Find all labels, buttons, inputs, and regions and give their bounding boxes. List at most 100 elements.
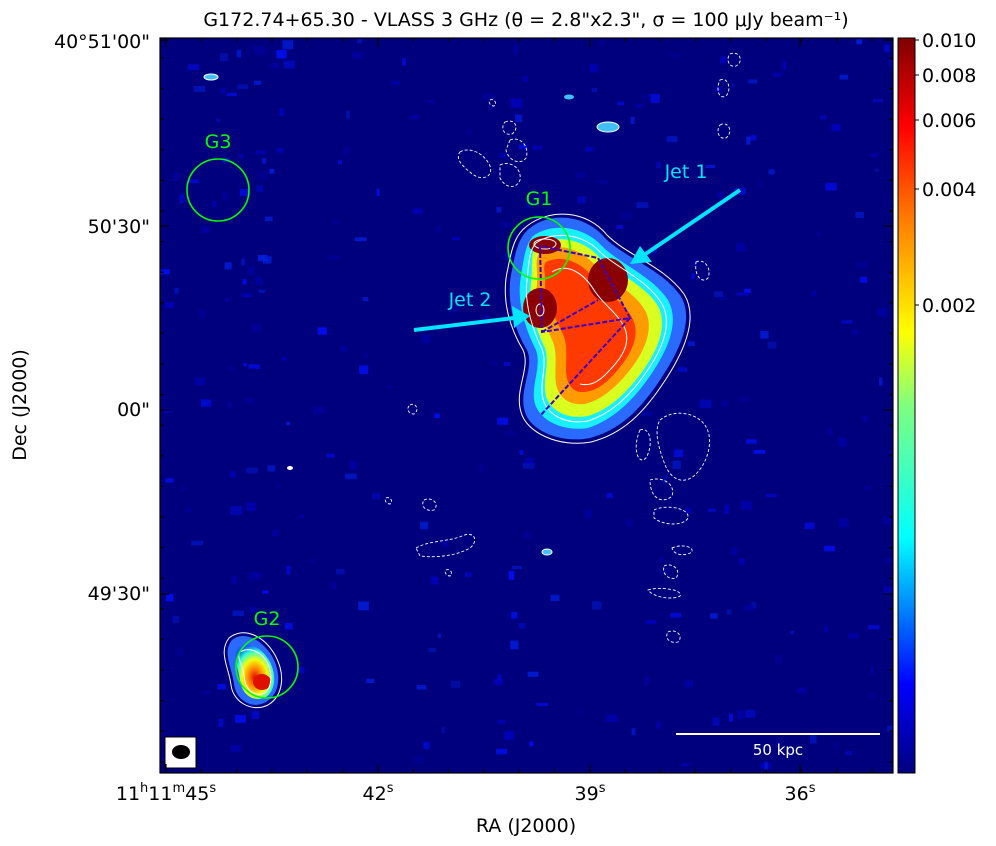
noise-speckle [372,493,381,500]
noise-speckle [500,222,511,228]
noise-speckle [352,52,363,60]
noise-speckle [255,150,266,155]
noise-speckle [180,485,185,491]
noise-speckle [366,678,374,683]
noise-speckle [412,208,423,215]
noise-speckle [200,399,211,407]
noise-speckle [526,457,534,465]
noise-speckle [774,655,783,664]
noise-speckle [187,64,200,71]
noise-speckle [409,115,419,120]
noise-speckle [635,104,643,109]
noise-speckle [247,266,255,275]
noise-speckle [841,320,853,324]
noise-speckle [606,493,613,499]
noise-speckle [256,171,267,180]
jet2-arrow [413,306,530,332]
noise-speckle [726,609,731,615]
noise-speckle [511,566,522,570]
noise-speckle [656,721,661,729]
noise-speckle [575,172,586,178]
noise-speckle [232,610,244,616]
noise-speckle [810,734,817,744]
noise-speckle [656,161,661,169]
noise-speckle [441,726,446,734]
noise-speckle [753,450,766,454]
noise-speckle [691,273,695,280]
noise-speckle [217,684,226,690]
g2-label: G2 [254,608,281,630]
noise-speckle [775,739,783,746]
noise-speckle [230,506,243,515]
noise-speckle [442,540,448,547]
noise-speckle [736,243,745,252]
figure-title: G172.74+65.30 - VLASS 3 GHz (θ = 2.8"x2.… [203,9,848,31]
noise-speckle [244,397,254,404]
noise-speckle [824,626,828,633]
noise-speckle [188,179,200,183]
noise-speckle [160,269,170,275]
noise-speckle [631,728,636,736]
noise-speckle [160,396,168,400]
noise-speckle [510,640,519,650]
noise-speckle [645,620,656,624]
noise-speckle [505,431,515,436]
noise-speckle [224,262,232,270]
noise-speckle [248,572,260,581]
noise-speckle [825,183,837,191]
noise-speckle [281,357,287,361]
noise-speckle [271,62,279,69]
noise-speckle [437,633,442,638]
noise-speckle [236,49,242,58]
image-panel: Jet 1 Jet 2 G1 G2 G3 50 kpc [160,38,893,773]
noise-speckle [165,302,174,308]
x-axis-label: RA (J2000) [476,815,576,837]
noise-speckle [868,625,880,630]
noise-speckle [827,428,833,435]
main-radio-source [504,213,691,444]
noise-speckle [677,367,688,372]
noise-speckle [744,288,751,294]
noise-speckle [451,237,461,241]
noise-speckle [276,482,280,489]
noise-speckle [269,168,275,174]
noise-speckle [864,485,871,491]
noise-speckle [362,297,369,302]
noise-speckle [499,153,507,158]
g1-label: G1 [526,188,553,210]
noise-speckle [235,715,246,723]
noise-speckle [435,226,442,232]
noise-speckle [524,532,530,539]
noise-speckle [839,74,849,80]
noise-speckle [707,508,716,512]
g2-circle [235,635,299,699]
noise-speckle [262,590,269,594]
noise-speckle [450,680,461,688]
noise-speckle [376,189,380,197]
noise-speckle [172,615,180,623]
noise-speckle [225,297,230,302]
noise-speckle [879,377,883,386]
noise-speckle [220,53,228,62]
noise-speckle [330,581,337,591]
noise-speckle [448,305,460,313]
noise-speckle [705,165,715,169]
noise-speckle [745,710,756,718]
noise-speckle [518,144,528,150]
noise-speckle [591,88,598,93]
jet1-arrow [630,188,742,264]
noise-speckle [577,196,586,204]
noise-speckle [824,545,835,552]
noise-speckle [884,557,893,563]
noise-speckle [508,570,515,580]
noise-speckle [496,207,502,213]
noise-speckle [254,80,262,85]
noise-speckle [872,99,884,103]
noise-speckle [423,741,430,749]
noise-speckle [246,502,256,511]
noise-speckle [518,622,526,629]
noise-speckle [746,439,757,444]
noise-speckle [714,291,723,297]
noise-speckle [490,104,494,110]
noise-speckle [748,79,758,84]
